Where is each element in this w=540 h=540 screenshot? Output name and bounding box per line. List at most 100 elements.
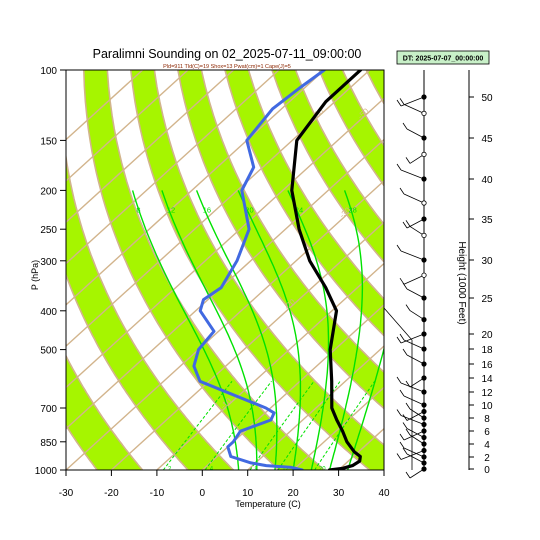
wind-barb-flag [402, 221, 408, 229]
wind-marker-dot [421, 316, 427, 323]
mixing-ratio-line [249, 381, 315, 470]
wind-marker-dot [421, 441, 427, 447]
height-tick-label: 50 [481, 93, 493, 104]
isotherm-line [66, 179, 384, 470]
pressure-tick-label: 300 [40, 257, 57, 268]
moist-adiabat-label: 8 [136, 206, 140, 215]
mixing-ratio-label: 4 [210, 467, 214, 473]
wind-barb-staff [400, 96, 425, 107]
dry-adiabat-line [66, 272, 190, 470]
wind-marker-dot [421, 428, 427, 434]
dry-adiabat-line [177, 70, 384, 410]
height-tick-label: 10 [481, 401, 493, 412]
wind-marker-dot [421, 200, 427, 206]
pressure-tick-label: 100 [40, 66, 57, 77]
temperature-tick-label: -20 [104, 488, 119, 499]
moist-adiabat-labels: 8 12 16 20 24 28 32 [136, 206, 408, 215]
wind-barb-staff [403, 193, 425, 204]
dry-adiabat-line [224, 70, 384, 337]
height-tick-label: 18 [481, 345, 493, 356]
wind-barb-staff [406, 354, 425, 365]
wind-barb-staff [406, 453, 425, 464]
temperature-axis-label: Temperature (C) [235, 499, 301, 509]
dry-adiabat-bands [66, 70, 384, 470]
wind-barb-staff [406, 128, 425, 139]
wind-barb-staff [409, 408, 425, 419]
temperature-tick-label: -10 [150, 488, 165, 499]
dry-adiabat-band [66, 157, 234, 470]
wind-marker-dot [421, 295, 427, 301]
sounding-profiles [192, 70, 363, 470]
isotherm-label: 0 [439, 242, 449, 252]
wind-barb-staff [403, 395, 425, 406]
wind-barb-flag [402, 414, 408, 421]
isotherm-line [66, 97, 384, 389]
mixing-ratio-label: 8 [255, 467, 259, 473]
temperature-tick-label: 40 [378, 488, 390, 499]
wind-barb-staff [406, 411, 425, 421]
wind-barb-staff [403, 104, 425, 114]
moist-adiabat-label: 32 [400, 206, 408, 215]
dt-badge: DT: 2025-07-07_00:00:00 [396, 50, 490, 65]
wind-barb-flag [399, 277, 405, 285]
temperature-tick-label: 30 [333, 488, 345, 499]
wind-marker-dot [421, 454, 427, 460]
dry-adiabat-band [66, 356, 143, 470]
wind-barbs [396, 70, 427, 479]
wind-marker-dot [421, 110, 427, 117]
dry-adiabat-line [200, 70, 384, 374]
wind-marker-dot [421, 408, 427, 415]
dry-adiabat-line [106, 70, 326, 470]
right-boundary-fill-edge [383, 307, 413, 470]
wind-barb-flag [396, 163, 402, 171]
pressure-tick-label: 200 [40, 186, 57, 197]
mixing-ratio-line [162, 380, 233, 470]
isotherm-line [66, 70, 235, 224]
isotherm-label: -40 [401, 106, 416, 121]
moist-adiabat-label: 28 [349, 206, 357, 215]
wind-barb-staff [400, 169, 425, 180]
height-tick-label: 4 [484, 440, 490, 451]
mixing-ratio-lines [162, 380, 376, 470]
wind-barb-flag [405, 402, 411, 410]
wind-marker-dot [421, 216, 427, 222]
dry-adiabat-band [366, 70, 384, 104]
wind-marker-dot [421, 151, 427, 157]
height-tick-label: 8 [484, 414, 490, 425]
isotherm-line [66, 70, 144, 141]
pressure-axis: 100 150 200 250 300 400 500 700 850 1000 [35, 66, 66, 477]
dt-badge-label: DT: 2025-07-07_00:00:00 [403, 56, 484, 63]
isotherm-line [201, 303, 384, 470]
wind-barb-flag [396, 99, 402, 107]
moist-adiabat-label: 20 [245, 206, 253, 215]
wind-barb-flag [396, 453, 402, 460]
mixing-ratio-line [204, 380, 272, 470]
moist-adiabat-line [161, 190, 258, 470]
wind-barb-flag [396, 244, 402, 252]
wind-barb-staff [409, 310, 425, 320]
wind-barb-staff [409, 226, 425, 236]
wind-barb-staff [403, 447, 425, 458]
temperature-tick-label: 20 [288, 488, 300, 499]
wind-marker-dot [421, 346, 427, 352]
pressure-tick-label: 250 [40, 225, 57, 236]
dry-adiabat-line [66, 424, 99, 470]
dewpoint-profile [192, 70, 326, 470]
temperature-axis: -30 -20 -10 0 10 20 30 40 [59, 470, 390, 499]
dry-adiabat-band [177, 70, 384, 409]
wind-barb-flag [405, 157, 411, 164]
chart-subtitle: Pld=911 Tld(C)=19 Shox=13 Pwat(cm)=1 Cap… [163, 64, 291, 70]
mixing-ratio-line [277, 381, 341, 470]
wind-barb-flag [402, 422, 408, 429]
dry-adiabat-line [271, 70, 384, 264]
wind-barb-staff [406, 218, 425, 229]
pressure-tick-label: 400 [40, 307, 57, 318]
height-tick-label: 2 [484, 453, 490, 464]
wind-barb-flag [399, 333, 405, 341]
height-tick-label: 12 [481, 388, 493, 399]
wind-marker-dot [421, 176, 427, 182]
wind-barb-staff [409, 468, 425, 479]
moist-adiabat-line [328, 190, 364, 470]
chart-title: Paralimni Sounding on 02_2025-07-11_09:0… [93, 47, 362, 61]
